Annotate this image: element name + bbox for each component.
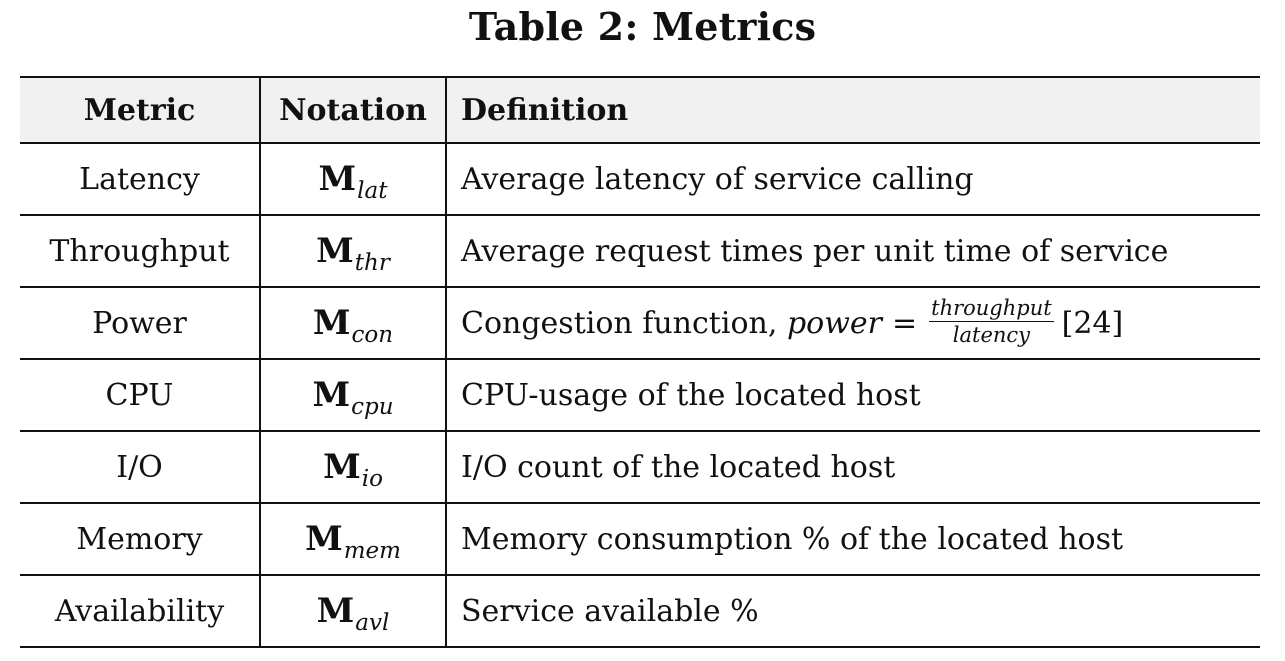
notation-subscript: avl [355, 610, 390, 636]
power-formula: Congestion function, power = throughput lat… [461, 297, 1124, 348]
notation-cell: Mcon [259, 287, 447, 359]
notation-subscript: con [351, 322, 394, 348]
metric-cell: Latency [79, 161, 200, 197]
definition-cell: CPU-usage of the located host [461, 377, 921, 413]
notation-cell: Mavl [259, 575, 447, 647]
header-notation: Notation [259, 77, 447, 143]
metric-cell: CPU [105, 377, 174, 413]
header-definition: Definition [461, 92, 629, 128]
notation-subscript: thr [354, 250, 390, 276]
notation-subscript: io [361, 466, 383, 492]
notation-subscript: lat [357, 178, 388, 204]
notation-symbol: M [316, 231, 354, 271]
notation-symbol: M [312, 303, 351, 343]
notation-symbol: M [312, 375, 351, 415]
definition-cell: Memory consumption % of the located host [461, 521, 1124, 557]
notation-symbol: M [316, 591, 355, 631]
formula-denominator: latency [952, 322, 1031, 347]
table-row: Throughput Mthr Average request times pe… [20, 215, 1260, 287]
metric-cell: Power [92, 305, 187, 341]
notation-subscript: mem [343, 538, 401, 564]
metric-cell: Memory [76, 521, 203, 557]
notation-cell: Mio [259, 431, 447, 503]
formula-lhs: power [786, 305, 882, 341]
table-row: Availability Mavl Service available % [20, 575, 1260, 647]
table-caption: Table 2: Metrics [468, 4, 817, 49]
table-row: Power Mcon Congestion function, power = th… [20, 287, 1260, 359]
metric-cell: I/O [116, 449, 163, 485]
notation-cell: Mthr [259, 215, 447, 287]
definition-cell: I/O count of the located host [461, 449, 896, 485]
notation-symbol: M [318, 159, 357, 199]
formula-equals: = [891, 305, 918, 341]
metric-cell: Throughput [49, 233, 230, 269]
formula-numerator: throughput [929, 295, 1054, 322]
definition-cell: Average request times per unit time of s… [461, 233, 1169, 269]
table-row: CPU Mcpu CPU-usage of the located host [20, 359, 1260, 431]
table-row: Memory Mmem Memory consumption % of the … [20, 503, 1260, 575]
formula-fraction: throughput latency [929, 297, 1054, 346]
notation-symbol: M [323, 447, 361, 487]
definition-cell: Congestion function, power = throughput lat… [446, 287, 1260, 359]
notation-cell: Mcpu [259, 359, 447, 431]
table-row: Latency Mlat Average latency of service … [20, 143, 1260, 215]
notation-symbol: M [305, 519, 343, 559]
definition-prefix: Congestion function, [461, 305, 778, 341]
table-row: I/O Mio I/O count of the located host [20, 431, 1260, 503]
metrics-table: Metric Notation Definition Latency Mlat … [20, 76, 1260, 648]
header-metric: Metric [83, 92, 196, 128]
notation-subscript: cpu [351, 394, 394, 420]
notation-cell: Mmem [259, 503, 447, 575]
citation-reference: [24] [1061, 305, 1124, 341]
table-header-row: Metric Notation Definition [20, 77, 1260, 143]
notation-cell: Mlat [259, 143, 447, 215]
metric-cell: Availability [54, 593, 225, 629]
definition-cell: Service available % [461, 593, 759, 629]
definition-cell: Average latency of service calling [461, 161, 974, 197]
